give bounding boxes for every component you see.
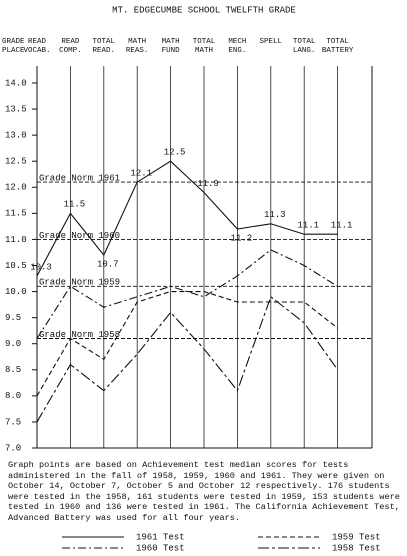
norm-label: Grade Norm 1958 bbox=[39, 330, 120, 340]
data-label: 10.3 bbox=[30, 262, 52, 272]
x-tick-label: TOTAL MATH bbox=[192, 38, 216, 55]
x-tick-label: TOTAL LANG. bbox=[292, 38, 316, 55]
x-tick-label: MECH ENG. bbox=[228, 38, 247, 55]
x-tick-label: MATH REAS. bbox=[125, 38, 149, 55]
y-axis-label: GRADE PLACE bbox=[2, 38, 25, 55]
data-label: 11.1 bbox=[331, 221, 353, 231]
y-tick-label: 12.0 bbox=[5, 183, 27, 193]
x-tick-label: READ COMP. bbox=[59, 38, 82, 55]
series-line bbox=[36, 249, 338, 339]
y-tick-label: 8.0 bbox=[5, 391, 21, 401]
y-tick-label: 12.5 bbox=[5, 157, 27, 167]
data-label: 11.3 bbox=[264, 210, 286, 220]
data-label: 11.1 bbox=[297, 221, 319, 231]
data-label: 11.9 bbox=[197, 179, 219, 189]
x-tick-label: MATH FUND bbox=[161, 38, 180, 55]
y-tick-label: 7.5 bbox=[5, 417, 21, 427]
y-tick-label: 10.0 bbox=[5, 287, 27, 297]
legend-label: 1961 Test bbox=[136, 532, 185, 542]
data-label: 11.5 bbox=[64, 200, 86, 210]
y-tick-label: 7.0 bbox=[5, 443, 21, 453]
series-line bbox=[36, 160, 338, 277]
data-label: 10.7 bbox=[97, 259, 119, 269]
series-line bbox=[36, 291, 338, 397]
legend-label: 1960 Test bbox=[136, 543, 185, 553]
chart-title: MT. EDGECUMBE SCHOOL TWELFTH GRADE bbox=[112, 5, 296, 15]
legend-label: 1958 Test bbox=[332, 543, 381, 553]
data-label: 11.2 bbox=[231, 233, 253, 243]
series-line bbox=[36, 295, 339, 423]
y-tick-label: 11.0 bbox=[5, 235, 27, 245]
x-tick-label: READ VOCAB. bbox=[23, 38, 51, 55]
y-tick-label: 13.0 bbox=[5, 131, 27, 141]
norm-label: Grade Norm 1961 bbox=[39, 173, 120, 183]
y-tick-label: 8.5 bbox=[5, 365, 21, 375]
note: Graph points are based on Achievement te… bbox=[8, 460, 400, 523]
y-tick-label: 10.5 bbox=[5, 261, 27, 271]
data-label: 12.5 bbox=[164, 148, 186, 158]
y-tick-label: 9.5 bbox=[5, 313, 21, 323]
norm-label: Grade Norm 1959 bbox=[39, 278, 120, 288]
data-label: 12.1 bbox=[130, 168, 152, 178]
y-tick-label: 11.5 bbox=[5, 209, 27, 219]
x-tick-label: TOTAL READ. bbox=[92, 38, 116, 55]
y-tick-label: 14.0 bbox=[5, 78, 27, 88]
legend-label: 1959 Test bbox=[332, 532, 381, 542]
norm-label: Grade Norm 1960 bbox=[39, 231, 120, 241]
y-tick-label: 9.0 bbox=[5, 339, 21, 349]
x-tick-label: TOTAL BATTERY bbox=[321, 38, 354, 55]
y-tick-label: 13.5 bbox=[5, 104, 27, 114]
x-tick-label: SPELL bbox=[259, 38, 283, 46]
